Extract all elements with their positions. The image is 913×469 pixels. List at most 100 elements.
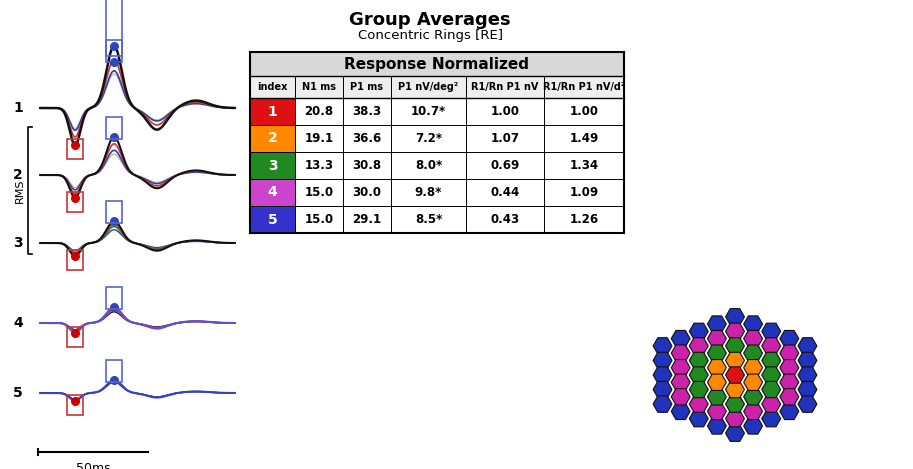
Text: 19.1: 19.1 bbox=[304, 132, 333, 145]
Polygon shape bbox=[726, 323, 744, 340]
Bar bbox=[250, 179, 295, 206]
Bar bbox=[544, 76, 624, 98]
Bar bbox=[295, 98, 343, 125]
Bar bbox=[250, 125, 295, 152]
Polygon shape bbox=[653, 367, 672, 383]
Text: 5: 5 bbox=[268, 212, 278, 227]
Polygon shape bbox=[671, 345, 690, 361]
Text: 0.44: 0.44 bbox=[490, 186, 519, 199]
Text: 0.43: 0.43 bbox=[490, 213, 519, 226]
Polygon shape bbox=[744, 418, 762, 434]
Text: P1 ms: P1 ms bbox=[351, 82, 383, 92]
Polygon shape bbox=[761, 352, 781, 369]
Polygon shape bbox=[761, 396, 781, 412]
Bar bbox=[68, 395, 83, 415]
Text: 4: 4 bbox=[268, 186, 278, 199]
Bar bbox=[343, 125, 391, 152]
Polygon shape bbox=[689, 352, 708, 369]
Bar bbox=[466, 152, 544, 179]
Polygon shape bbox=[726, 352, 744, 369]
Bar bbox=[106, 117, 122, 139]
Text: 50ms: 50ms bbox=[76, 462, 110, 469]
Polygon shape bbox=[708, 316, 727, 332]
Polygon shape bbox=[726, 410, 744, 427]
Bar bbox=[391, 152, 466, 179]
Polygon shape bbox=[653, 396, 672, 412]
Polygon shape bbox=[726, 425, 744, 441]
Text: 3: 3 bbox=[13, 236, 23, 250]
Text: 10.7*: 10.7* bbox=[411, 105, 446, 118]
Polygon shape bbox=[708, 331, 727, 347]
Polygon shape bbox=[708, 360, 727, 376]
Text: 1.07: 1.07 bbox=[490, 132, 519, 145]
Polygon shape bbox=[689, 410, 708, 427]
Polygon shape bbox=[726, 396, 744, 412]
Bar bbox=[466, 179, 544, 206]
Polygon shape bbox=[689, 381, 708, 398]
Polygon shape bbox=[761, 381, 781, 398]
Polygon shape bbox=[798, 352, 817, 369]
Text: Response Normalized: Response Normalized bbox=[344, 56, 530, 71]
Polygon shape bbox=[689, 367, 708, 383]
Text: index: index bbox=[257, 82, 288, 92]
Bar bbox=[295, 152, 343, 179]
Bar bbox=[343, 152, 391, 179]
Polygon shape bbox=[744, 374, 762, 391]
Text: RMS: RMS bbox=[15, 178, 25, 203]
Polygon shape bbox=[761, 367, 781, 383]
Bar bbox=[250, 152, 295, 179]
Polygon shape bbox=[798, 338, 817, 354]
Polygon shape bbox=[708, 389, 727, 405]
Text: 1: 1 bbox=[268, 105, 278, 119]
Polygon shape bbox=[671, 374, 690, 391]
Text: 1.34: 1.34 bbox=[570, 159, 599, 172]
Bar bbox=[68, 139, 83, 159]
Bar bbox=[391, 125, 466, 152]
Bar bbox=[343, 206, 391, 233]
Text: 30.8: 30.8 bbox=[352, 159, 382, 172]
Bar bbox=[343, 98, 391, 125]
Text: 15.0: 15.0 bbox=[304, 186, 333, 199]
Bar bbox=[250, 52, 624, 233]
Polygon shape bbox=[744, 389, 762, 405]
Bar bbox=[106, 201, 122, 223]
Bar bbox=[466, 76, 544, 98]
Bar bbox=[391, 98, 466, 125]
Bar bbox=[544, 206, 624, 233]
Polygon shape bbox=[726, 309, 744, 325]
Polygon shape bbox=[780, 403, 799, 420]
Polygon shape bbox=[689, 396, 708, 412]
Text: 1.26: 1.26 bbox=[570, 213, 599, 226]
Polygon shape bbox=[798, 367, 817, 383]
Polygon shape bbox=[726, 367, 744, 383]
Polygon shape bbox=[653, 381, 672, 398]
Polygon shape bbox=[780, 331, 799, 347]
Text: 8.0*: 8.0* bbox=[415, 159, 442, 172]
Text: R1/Rn P1 nV/d²: R1/Rn P1 nV/d² bbox=[543, 82, 625, 92]
Text: N1 ms: N1 ms bbox=[302, 82, 336, 92]
Polygon shape bbox=[671, 331, 690, 347]
Bar bbox=[391, 76, 466, 98]
Text: 8.5*: 8.5* bbox=[415, 213, 442, 226]
Bar bbox=[68, 326, 83, 347]
Text: 2: 2 bbox=[13, 168, 23, 182]
Polygon shape bbox=[744, 316, 762, 332]
Text: 0.69: 0.69 bbox=[490, 159, 519, 172]
Polygon shape bbox=[708, 403, 727, 420]
Bar bbox=[466, 125, 544, 152]
Bar bbox=[106, 287, 122, 309]
Polygon shape bbox=[671, 389, 690, 405]
Bar bbox=[106, 0, 122, 56]
Bar bbox=[68, 192, 83, 212]
Text: 1.49: 1.49 bbox=[570, 132, 599, 145]
Polygon shape bbox=[671, 403, 690, 420]
Bar bbox=[295, 179, 343, 206]
Text: P1 nV/deg²: P1 nV/deg² bbox=[398, 82, 458, 92]
Bar bbox=[544, 125, 624, 152]
Text: 36.6: 36.6 bbox=[352, 132, 382, 145]
Bar bbox=[106, 40, 122, 62]
Text: 3: 3 bbox=[268, 159, 278, 173]
Text: 1.09: 1.09 bbox=[570, 186, 599, 199]
Polygon shape bbox=[780, 345, 799, 361]
Polygon shape bbox=[726, 381, 744, 398]
